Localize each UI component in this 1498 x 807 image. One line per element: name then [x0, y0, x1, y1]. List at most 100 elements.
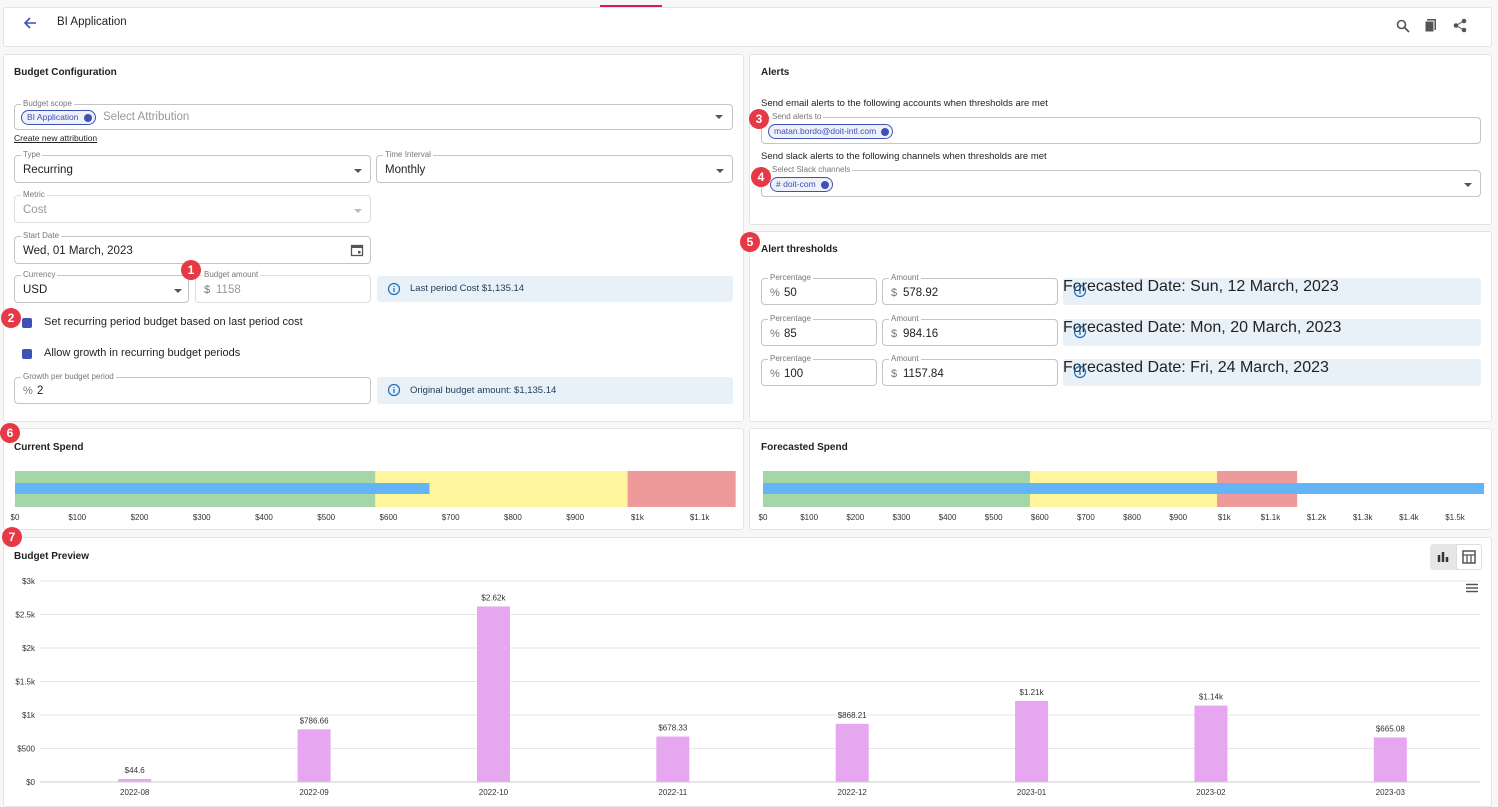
- amount-field[interactable]: Amount $984.16: [882, 313, 1058, 346]
- field-value: Recurring: [23, 164, 73, 176]
- dropdown-arrow: [715, 115, 723, 119]
- field-value: 2: [37, 385, 44, 397]
- panel-title: Alert thresholds: [761, 244, 838, 255]
- email-chip[interactable]: matan.bordo@doit-intl.com: [768, 124, 894, 139]
- field-value: USD: [23, 284, 48, 296]
- chart-view-button[interactable]: [1430, 544, 1456, 570]
- field-label: Amount: [889, 313, 921, 324]
- field-label: Currency: [21, 270, 58, 280]
- forecast-box: Forecasted Date: Sun, 12 March, 2023: [1063, 278, 1481, 305]
- chart-title: Forecasted Spend: [761, 442, 848, 453]
- type-field[interactable]: Type Recurring: [14, 150, 371, 183]
- prefix: %: [770, 327, 780, 340]
- checkbox[interactable]: [22, 318, 32, 328]
- prefix: %: [23, 385, 33, 397]
- field-value: Wed, 01 March, 2023: [23, 245, 133, 257]
- field-label: Metric: [21, 190, 47, 200]
- forecast-text: Forecasted Date: Mon, 20 March, 2023: [1063, 318, 1342, 336]
- dropdown-arrow: [354, 169, 362, 173]
- share-icon[interactable]: [1453, 18, 1467, 33]
- step-badge: 3: [749, 109, 769, 129]
- prefix: $: [891, 368, 898, 380]
- percentage-field[interactable]: Percentage% 50: [761, 273, 877, 305]
- prefix: $: [891, 287, 898, 299]
- info-icon: [1073, 365, 1087, 379]
- step-badge: 6: [0, 423, 20, 443]
- field-value: Cost: [23, 204, 47, 216]
- percentage-field[interactable]: Percentage% 100: [761, 354, 877, 386]
- prefix: %: [770, 368, 780, 380]
- field-label: Budget amount: [202, 270, 261, 280]
- create-link[interactable]: Create new attribution: [14, 133, 98, 143]
- email-field[interactable]: Send alerts to matan.bordo@doit-intl.com: [761, 112, 1481, 144]
- field-label: Percentage: [768, 313, 813, 324]
- page-title: BI Application: [57, 16, 127, 28]
- checkbox[interactable]: [22, 349, 32, 359]
- step-badge: 2: [1, 308, 21, 328]
- prefix: $: [891, 327, 898, 340]
- dropdown-arrow: [174, 289, 182, 293]
- budget-amount-field: Budget amount $ 1158: [195, 270, 371, 303]
- prefix: %: [770, 287, 780, 299]
- calendar-icon[interactable]: [350, 243, 364, 257]
- chip-text: matan.bordo@doit-intl.com: [774, 126, 877, 136]
- forecast-box: Forecasted Date: Mon, 20 March, 2023: [1063, 318, 1481, 346]
- tab-indicator: [600, 5, 662, 7]
- field-value: 578.92: [903, 287, 939, 299]
- table-view-button[interactable]: [1456, 544, 1482, 570]
- forecast-spend-panel: Forecasted Spend: [749, 428, 1492, 530]
- search-icon[interactable]: [1396, 19, 1410, 33]
- info-text: Last period Cost $1,135.14: [410, 283, 525, 294]
- slack-chip[interactable]: # doit-com: [770, 177, 833, 192]
- interval-field[interactable]: Time Interval Monthly: [376, 150, 733, 183]
- back-button[interactable]: [23, 16, 37, 30]
- field-label: Amount: [889, 354, 921, 364]
- field-value: 85: [784, 327, 797, 340]
- field-label: Budget scope: [21, 99, 74, 109]
- budget-config-panel: Budget Configuration Budget scope BI App…: [3, 54, 744, 422]
- step-badge: 4: [751, 167, 771, 187]
- dropdown-arrow: [354, 209, 362, 213]
- scope-chip[interactable]: BI Application: [21, 110, 96, 125]
- header-bar: BI Application: [3, 7, 1492, 47]
- info-text: Original budget amount: $1,135.14: [410, 385, 557, 396]
- panel-title: Alerts: [761, 67, 790, 78]
- copy-icon[interactable]: [1424, 18, 1438, 33]
- chip-text: # doit-com: [776, 179, 816, 189]
- thresholds-panel: Alert thresholds Percentage% 50 Amount $578…: [749, 231, 1492, 422]
- currency-field[interactable]: Currency USD: [14, 270, 189, 303]
- amount-field[interactable]: Amount $578.92: [882, 273, 1058, 305]
- placeholder: Select Attribution: [103, 111, 190, 123]
- metric-field: Metric Cost: [14, 190, 371, 223]
- field-label: Send alerts to: [770, 112, 824, 122]
- field-value: 1157.84: [903, 368, 944, 380]
- dropdown-arrow: [716, 169, 724, 173]
- prefix: $: [204, 284, 211, 296]
- field-value: 1158: [216, 284, 241, 296]
- info-icon: [387, 282, 401, 296]
- amount-field[interactable]: Amount $1157.84: [882, 354, 1058, 386]
- info-icon: [387, 383, 401, 397]
- percentage-field[interactable]: Percentage% 85: [761, 313, 877, 346]
- chip-text: BI Application: [27, 112, 79, 122]
- info-icon: [1073, 284, 1087, 298]
- field-value: 984.16: [903, 327, 939, 340]
- slack-field[interactable]: Select Slack channels # doit-com: [761, 165, 1481, 197]
- field-label: Time Interval: [383, 150, 433, 160]
- budget-preview-panel: Budget Preview: [3, 537, 1492, 807]
- current-spend-panel: Current Spend: [3, 428, 744, 530]
- start-date-field[interactable]: Start Date Wed, 01 March, 2023: [14, 231, 371, 264]
- info-box: Last period Cost $1,135.14: [377, 276, 733, 302]
- info-box: Original budget amount: $1,135.14: [377, 377, 733, 404]
- checkbox-label: Allow growth in recurring budget periods: [44, 347, 241, 359]
- forecast-box: Forecasted Date: Fri, 24 March, 2023: [1063, 359, 1481, 386]
- growth-field[interactable]: Growth per budget period % 2: [14, 372, 371, 404]
- chart-menu[interactable]: [1466, 583, 1478, 593]
- field-label: Start Date: [21, 231, 62, 241]
- scope-field[interactable]: Budget scope BI Application Select Attri…: [14, 99, 733, 130]
- field-label: Amount: [889, 273, 921, 283]
- chart-title: Budget Preview: [14, 551, 90, 562]
- info-icon: [1073, 325, 1087, 338]
- forecast-text: Forecasted Date: Sun, 12 March, 2023: [1063, 278, 1339, 295]
